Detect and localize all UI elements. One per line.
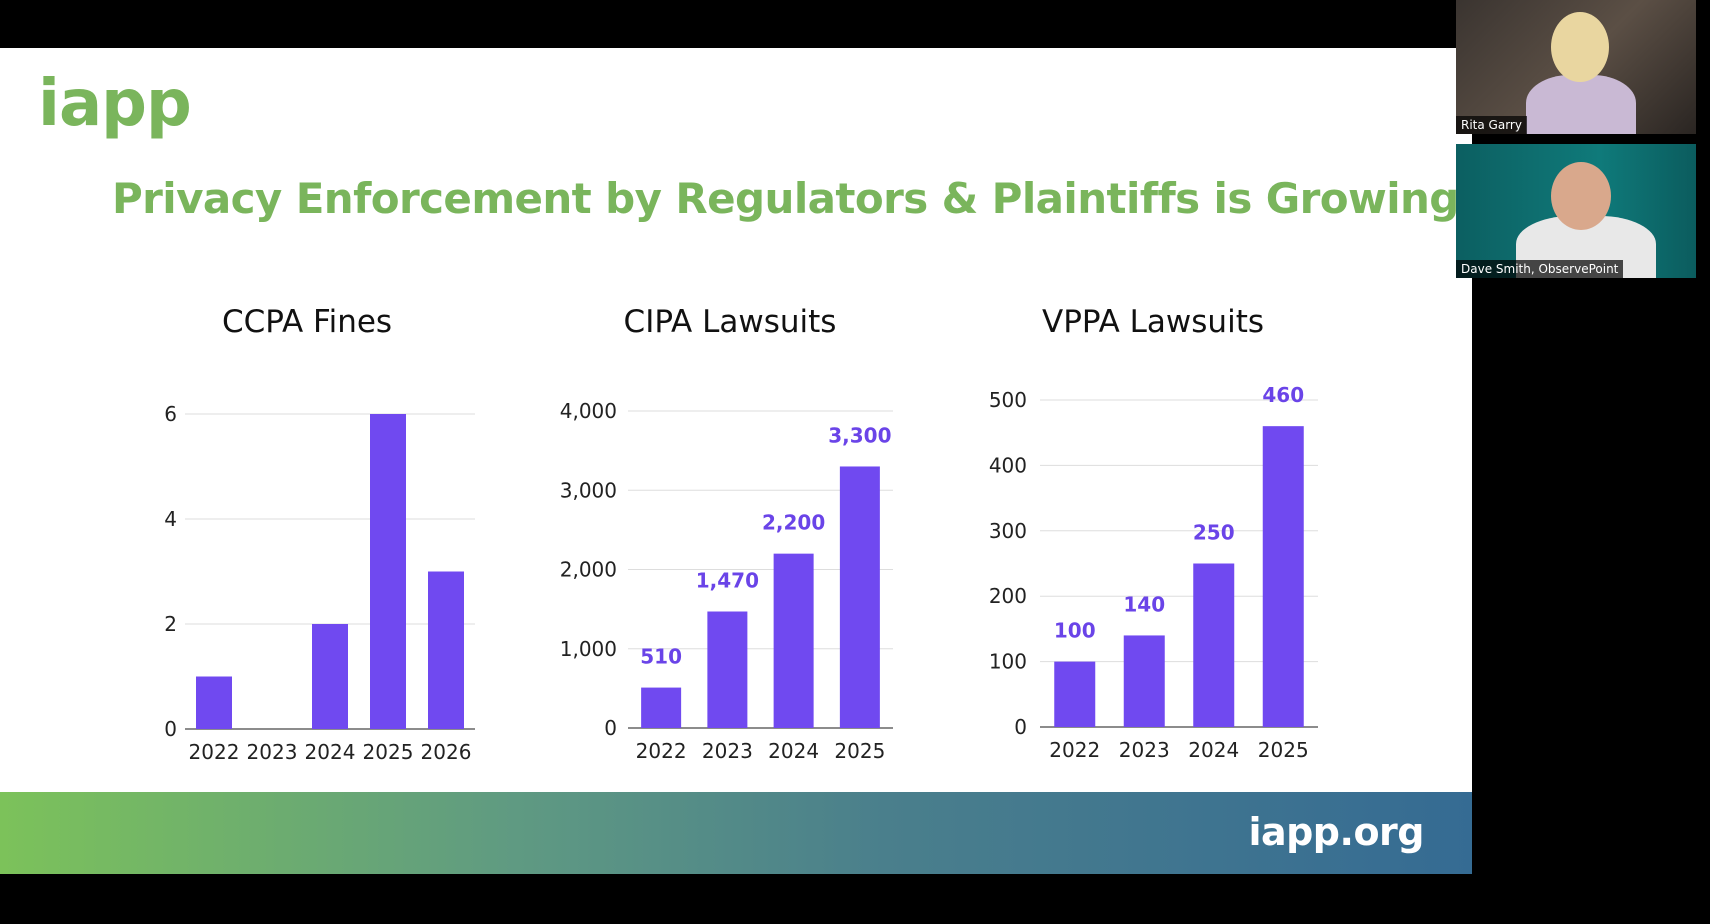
bar [312, 624, 348, 729]
presentation-slide: iapp Privacy Enforcement by Regulators &… [0, 48, 1472, 874]
bar [428, 571, 464, 729]
bar [370, 414, 406, 729]
participant-silhouette [1526, 75, 1636, 134]
x-tick-label: 2023 [247, 740, 298, 764]
bar [1262, 426, 1304, 727]
bar [641, 687, 682, 728]
participant-name-tag: Rita Garry [1456, 116, 1527, 134]
data-label: 140 [1123, 592, 1165, 616]
bar [707, 611, 748, 728]
x-tick-label: 2023 [1119, 738, 1170, 762]
bar [839, 466, 880, 728]
participant-name-tag: Dave Smith, ObservePoint [1456, 260, 1624, 278]
bar [1123, 635, 1165, 727]
bar [196, 676, 232, 729]
y-tick-label: 200 [989, 584, 1027, 608]
x-tick-label: 2024 [1188, 738, 1239, 762]
y-tick-label: 100 [989, 650, 1027, 674]
y-tick-label: 6 [164, 402, 177, 426]
x-tick-label: 2025 [1258, 738, 1309, 762]
data-label: 1,470 [696, 569, 759, 593]
y-tick-label: 2 [164, 612, 177, 636]
participant-video-dave[interactable]: Dave Smith, ObservePoint [1456, 144, 1696, 278]
y-tick-label: 500 [989, 388, 1027, 412]
footer-url: iapp.org [1248, 810, 1424, 854]
x-tick-label: 2024 [305, 740, 356, 764]
bar-charts: 0 2 4 6 2022 2023 2024 2025 2026 0 1,000 2,000 3,000… [164, 383, 1318, 764]
data-label: 100 [1054, 619, 1096, 643]
participant-head [1551, 12, 1609, 82]
x-tick-label: 2026 [421, 740, 472, 764]
data-label: 250 [1193, 521, 1235, 545]
y-tick-label: 400 [989, 453, 1027, 477]
chart-title-cipa: CIPA Lawsuits [623, 304, 837, 340]
slide-title: Privacy Enforcement by Regulators & Plai… [112, 174, 1459, 223]
y-tick-label: 300 [989, 519, 1027, 543]
x-tick-label: 2025 [834, 739, 885, 763]
bar [1193, 563, 1235, 727]
data-label: 460 [1262, 383, 1304, 407]
data-label: 510 [640, 645, 682, 669]
iapp-logo: iapp [38, 67, 192, 141]
y-tick-label: 0 [604, 716, 617, 740]
y-tick-label: 3,000 [560, 478, 617, 502]
participant-head [1551, 162, 1611, 230]
data-label: 3,300 [828, 423, 891, 447]
x-tick-label: 2023 [702, 739, 753, 763]
y-tick-label: 1,000 [560, 637, 617, 661]
y-tick-label: 2,000 [560, 558, 617, 582]
participant-video-rita[interactable]: Rita Garry [1456, 0, 1696, 134]
y-tick-label: 0 [164, 717, 177, 741]
x-tick-label: 2022 [1049, 738, 1100, 762]
x-tick-label: 2024 [768, 739, 819, 763]
y-tick-label: 4,000 [560, 399, 617, 423]
x-tick-label: 2025 [363, 740, 414, 764]
bar [773, 553, 814, 728]
chart-title-ccpa: CCPA Fines [221, 304, 393, 340]
chart-title-vppa: VPPA Lawsuits [1041, 304, 1264, 340]
x-tick-label: 2022 [189, 740, 240, 764]
footer-bar: iapp.org [0, 792, 1472, 874]
bar [1054, 661, 1096, 727]
y-tick-label: 0 [1014, 715, 1027, 739]
data-label: 2,200 [762, 511, 825, 535]
y-tick-label: 4 [164, 507, 177, 531]
x-tick-label: 2022 [636, 739, 687, 763]
